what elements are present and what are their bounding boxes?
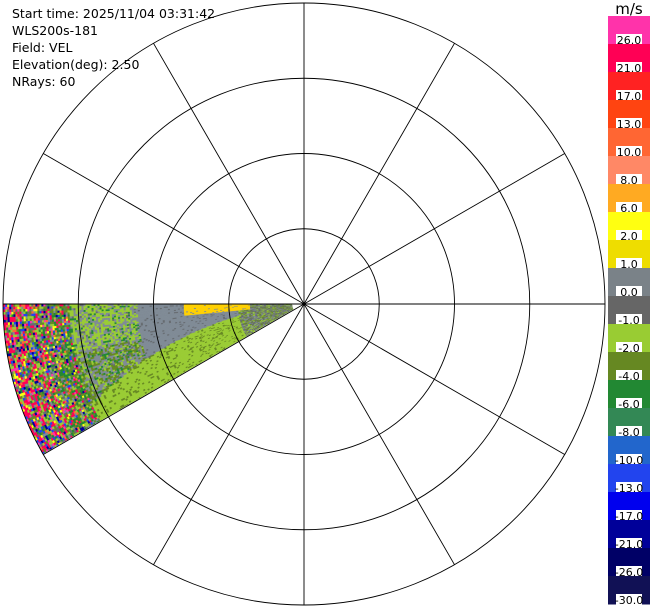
velocity-data-layer (2, 303, 305, 456)
nrays-label: NRays: 60 (12, 74, 76, 89)
field-label: Field: VEL (12, 40, 73, 55)
elevation-label: Elevation(deg): 2.50 (12, 57, 140, 72)
ppi-plot (2, 2, 606, 606)
instrument-label: WLS200s-181 (12, 23, 98, 38)
start-time-label: Start time: 2025/11/04 03:31:42 (12, 6, 216, 21)
plot-info: Start time: 2025/11/04 03:31:42 WLS200s-… (12, 5, 215, 90)
